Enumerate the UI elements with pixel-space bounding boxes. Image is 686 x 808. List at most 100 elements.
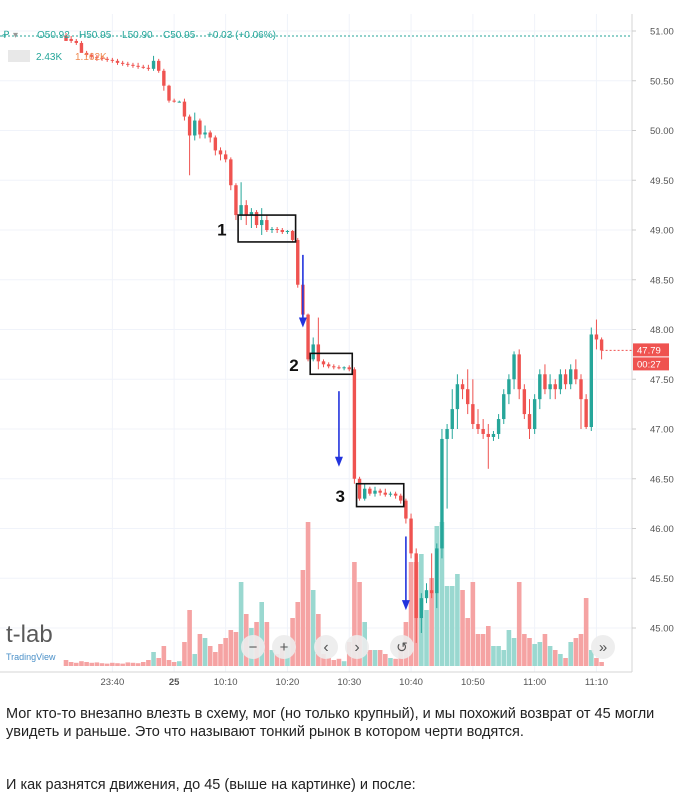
candle [337,365,341,370]
candle-body [579,379,583,400]
price-tick-label: 45.50 [650,574,674,585]
zoom-in-button[interactable]: + [272,635,296,659]
time-axis[interactable]: 23:40 25 10:10 10:20 10:30 10:40 10:50 11:00 11:… [100,677,608,688]
time-tick-label: 11:10 [585,677,608,688]
candle [352,367,357,484]
candle-body [69,38,73,41]
candle [496,414,501,439]
symbol-glyph: Ꝓ [2,30,9,41]
candle-body [589,334,593,428]
volume-bar [166,660,172,666]
volume-value-b: 1.162K [75,52,107,63]
time-tick-label: 10:30 [337,677,361,688]
time-tick-label: 10:40 [399,677,423,688]
candle [404,498,408,524]
volume-bar [444,586,450,666]
navigation-bar: − + ‹ › ↺ » [241,635,615,659]
candle-body [419,598,424,619]
chart-container[interactable]: t-lab TradingView 1 2 3 Ꝓ ▾ O50.92 H50.95 … [0,0,686,693]
price-axis[interactable]: 51.00 50.50 50.00 49.50 49.00 48.50 48.00 47.50… [632,27,674,635]
down-arrow-head [298,317,307,328]
volume-bar [486,626,491,666]
time-tick-label: 25 [169,677,180,688]
candle-body [326,364,331,367]
volume-bar [223,638,228,666]
candle [69,35,73,43]
candle [162,68,166,91]
volume-bar [558,654,563,666]
candle [558,369,563,395]
candle [373,486,377,497]
volume-bar [140,662,146,666]
candle [553,379,557,400]
close-label: C [163,30,170,41]
time-tick-label: 11:00 [523,677,546,688]
candle-body [363,488,367,499]
candle [90,52,94,59]
scroll-left-button[interactable]: ‹ [314,635,338,659]
candle [332,364,336,370]
candle-body [213,137,218,151]
candle [517,349,521,400]
candle-body [296,239,300,285]
candle-body [538,374,542,400]
volume-bar [465,618,470,666]
candle [74,38,78,45]
volume-bar [594,658,599,666]
volume-bar [135,663,141,666]
candle [167,84,171,103]
chevron-down-icon[interactable]: ▾ [13,30,18,41]
low-value: 50.90 [128,30,153,41]
candle-body [110,59,115,61]
candle [275,227,279,233]
chevron-right-icon: › [354,639,359,656]
scroll-to-end-button[interactable]: » [591,635,615,659]
svg-text:C50.95: C50.95 [163,30,196,41]
annotation-box-1 [237,214,297,243]
candle [347,365,351,372]
annotation-arrows [298,254,410,611]
candle-body [146,67,151,69]
minus-icon: − [249,639,258,656]
volume-bar [573,638,579,666]
volume-bar [491,646,496,666]
candle [368,486,372,496]
candle [100,55,104,61]
candle-body [599,339,604,351]
volume-bar [295,602,301,666]
scroll-right-button[interactable]: › [345,635,369,659]
candle [471,379,475,429]
volume-bar [527,638,532,666]
candle-body [496,419,501,434]
candle [419,593,424,633]
candle-body [409,518,413,554]
volume-bar [547,646,553,666]
candle-body [265,220,269,230]
candle-body [120,62,125,64]
volume-toggle-icon[interactable] [8,50,30,62]
candle [409,513,413,559]
candle-body [332,366,336,368]
annotation-box-3 [355,482,405,508]
volume-bar [377,650,383,666]
volume-bar [259,602,264,666]
volume-bar [532,644,537,666]
candle [157,58,161,73]
candle-body [414,553,418,619]
last-price-box [633,343,669,357]
candlestick-chart[interactable]: t-lab TradingView 1 2 3 Ꝓ ▾ O50.92 H50.95 … [0,0,686,693]
candle [208,130,212,143]
candle [151,55,156,71]
price-tick-label: 48.00 [650,325,674,336]
candle-body [100,57,104,59]
last-price-label: 47.79 [637,345,661,356]
candle [234,183,238,221]
candle [311,337,315,362]
zoom-out-button[interactable]: − [241,635,265,659]
last-price-tag: 47.79 00:27 [633,343,669,371]
volume-bar [120,663,125,666]
reset-chart-button[interactable]: ↺ [390,635,414,659]
candle-body [74,40,78,43]
candle-body [136,65,140,67]
svg-text:O50.92: O50.92 [37,30,70,41]
